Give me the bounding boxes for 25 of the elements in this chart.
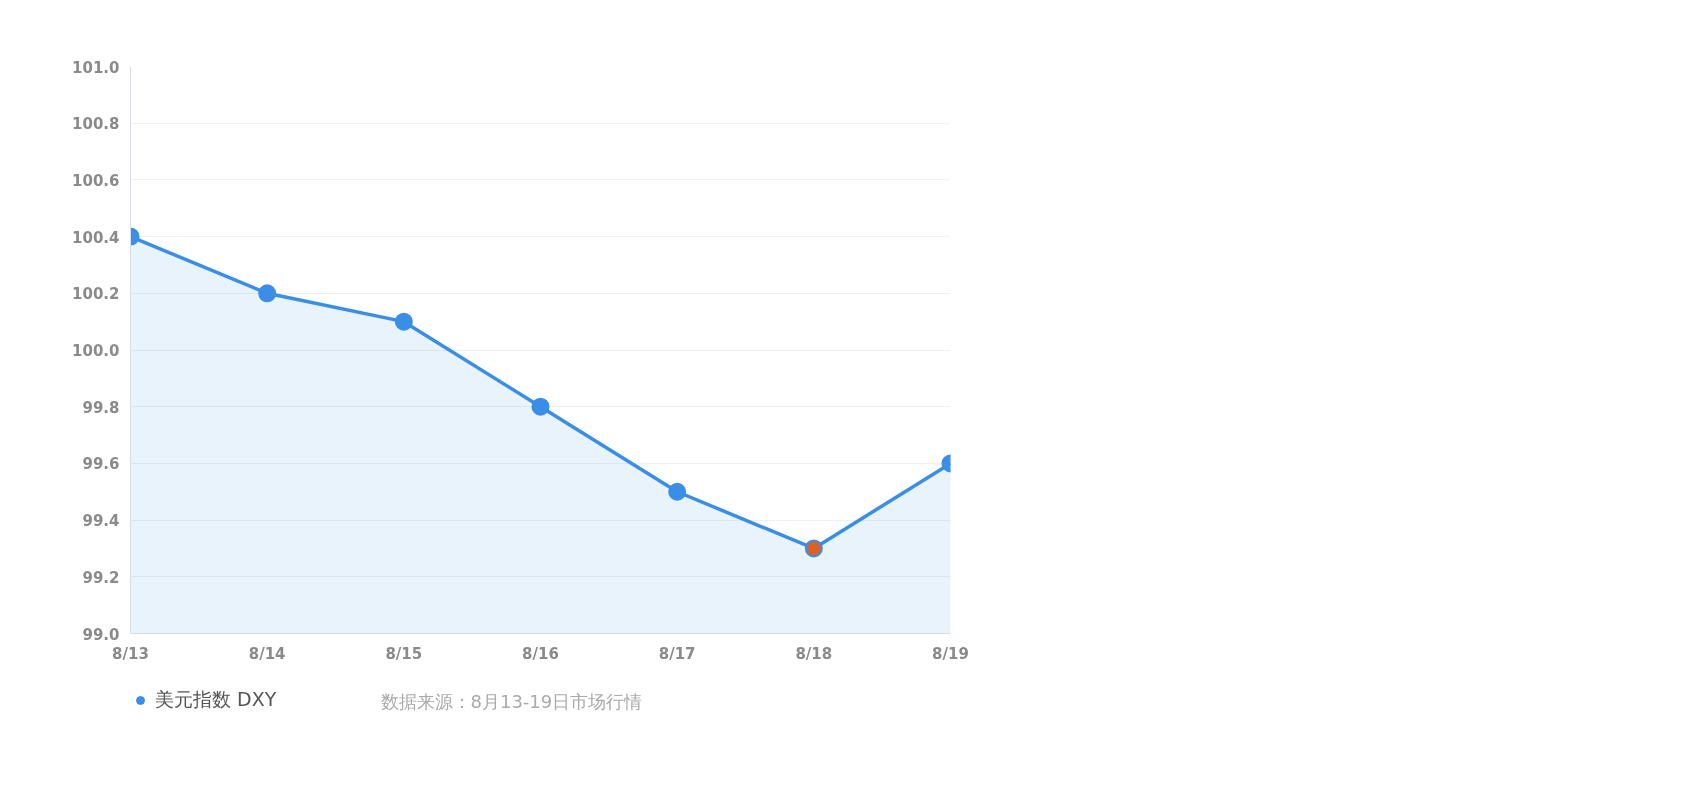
x-tick-label: 8/15 — [385, 644, 423, 663]
point — [394, 312, 413, 331]
y-tick-label: 99.2 — [82, 568, 120, 587]
point — [804, 539, 823, 558]
point — [531, 397, 550, 416]
y-tick-label: 100.8 — [72, 115, 120, 134]
x-tick-label: 8/17 — [658, 644, 696, 663]
x-tick-label: 8/16 — [522, 644, 559, 663]
source-note: 数据来源：8月13-19日市场行情 — [380, 690, 643, 712]
x-tick-label: 8/14 — [248, 644, 286, 663]
legend-label: 美元指数 DXY — [155, 687, 277, 712]
point — [258, 284, 277, 303]
y-tick-label: 100.0 — [72, 342, 120, 360]
y-tick-label: 99.4 — [82, 512, 120, 531]
y-tick-label: 99.8 — [82, 398, 120, 417]
y-tick-label: 100.4 — [72, 228, 120, 247]
y-tick-label: 101.0 — [72, 58, 120, 77]
y-tick-label: 99.0 — [82, 625, 120, 644]
x-tick-label: 8/18 — [795, 644, 833, 663]
point — [668, 482, 687, 501]
y-tick-label: 100.6 — [72, 171, 120, 190]
y-tick-label: 99.6 — [82, 455, 120, 474]
x-tick-label: 8/19 — [932, 644, 969, 663]
x-tick-label: 8/13 — [112, 644, 149, 663]
y-tick-label: 100.2 — [72, 285, 120, 304]
